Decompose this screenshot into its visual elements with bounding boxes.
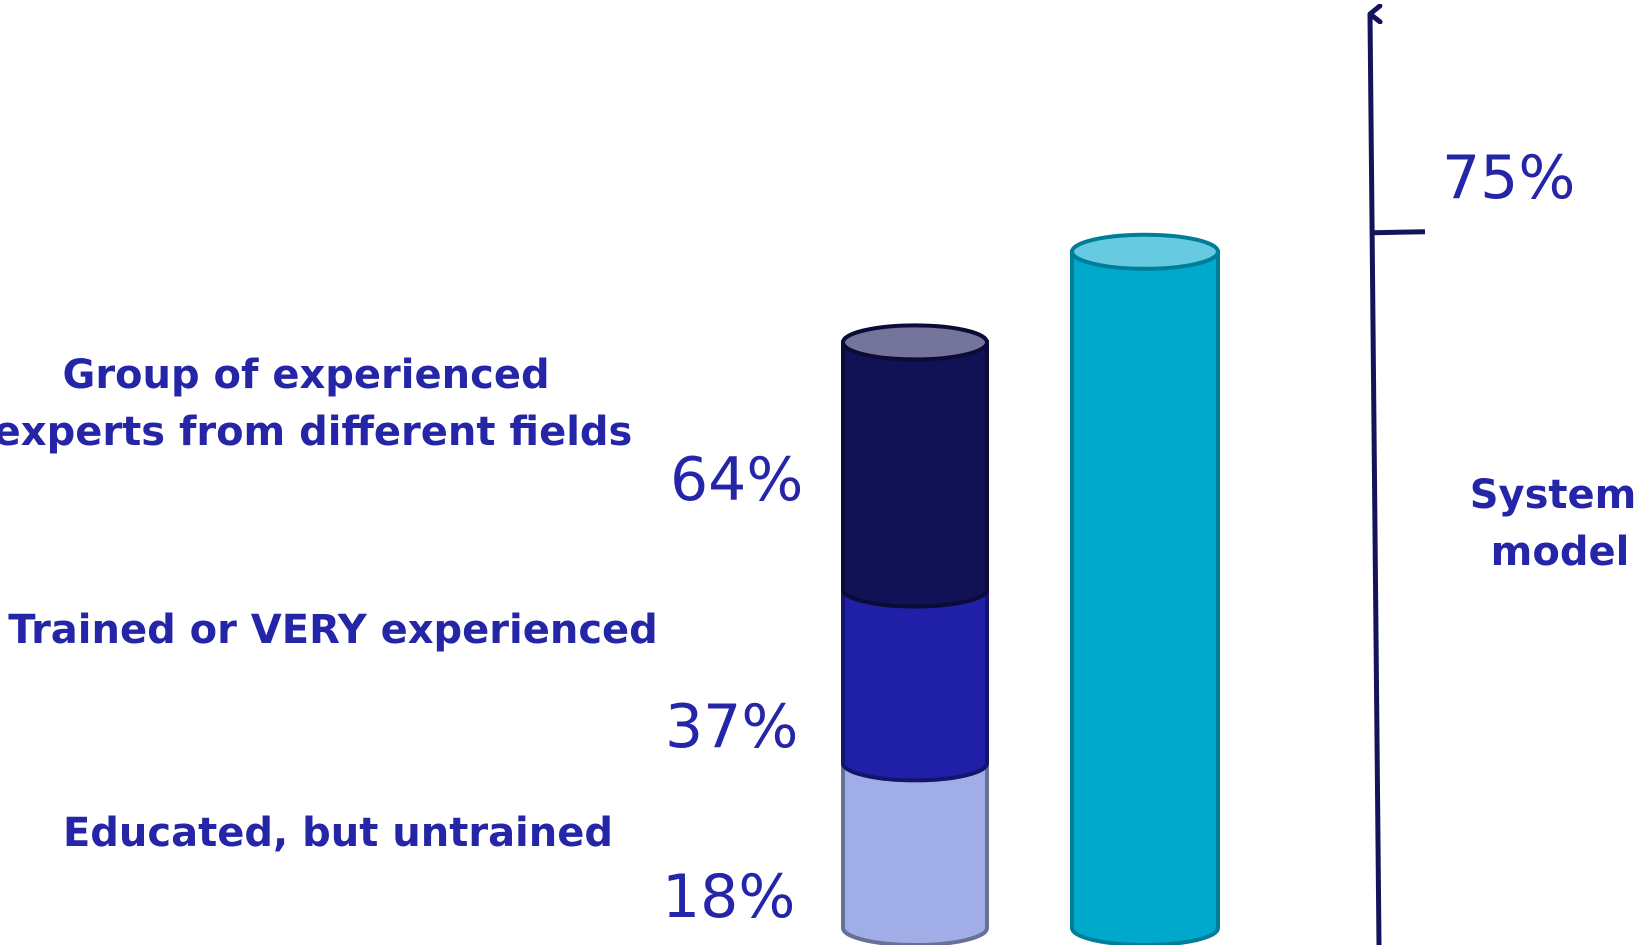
bar-segment-experts-top <box>841 323 989 362</box>
label-experts-line-1: Group of experienced <box>62 352 549 398</box>
stacked-bar <box>841 323 989 945</box>
label-trained: Trained or VERY experienced <box>8 607 658 653</box>
label-system-model-line-1: System <box>1470 472 1637 518</box>
reference-bar-body <box>1070 249 1220 945</box>
data-label-37: 37% <box>665 692 798 762</box>
axis-tick-75 <box>1372 229 1426 236</box>
label-educated: Educated, but untrained <box>63 810 613 856</box>
bar-segment-educated-body <box>841 761 989 945</box>
bar-segment-trained-body <box>841 587 989 783</box>
bar-segment-experts <box>841 323 989 609</box>
data-label-75: 75% <box>1442 143 1575 213</box>
reference-bar-top <box>1070 232 1220 271</box>
vertical-axis-arrow <box>1370 14 1379 945</box>
label-system-model-line-2: model <box>1491 529 1630 575</box>
reference-bar <box>1070 232 1220 945</box>
label-experts-line-2: experts from different fields <box>0 409 632 455</box>
label-system-model: System model <box>1470 472 1645 575</box>
bar-segment-experts-body <box>841 340 989 609</box>
data-label-18: 18% <box>662 862 795 932</box>
label-experts: Group of experienced experts from differ… <box>0 352 632 455</box>
data-label-64: 64% <box>670 445 803 515</box>
